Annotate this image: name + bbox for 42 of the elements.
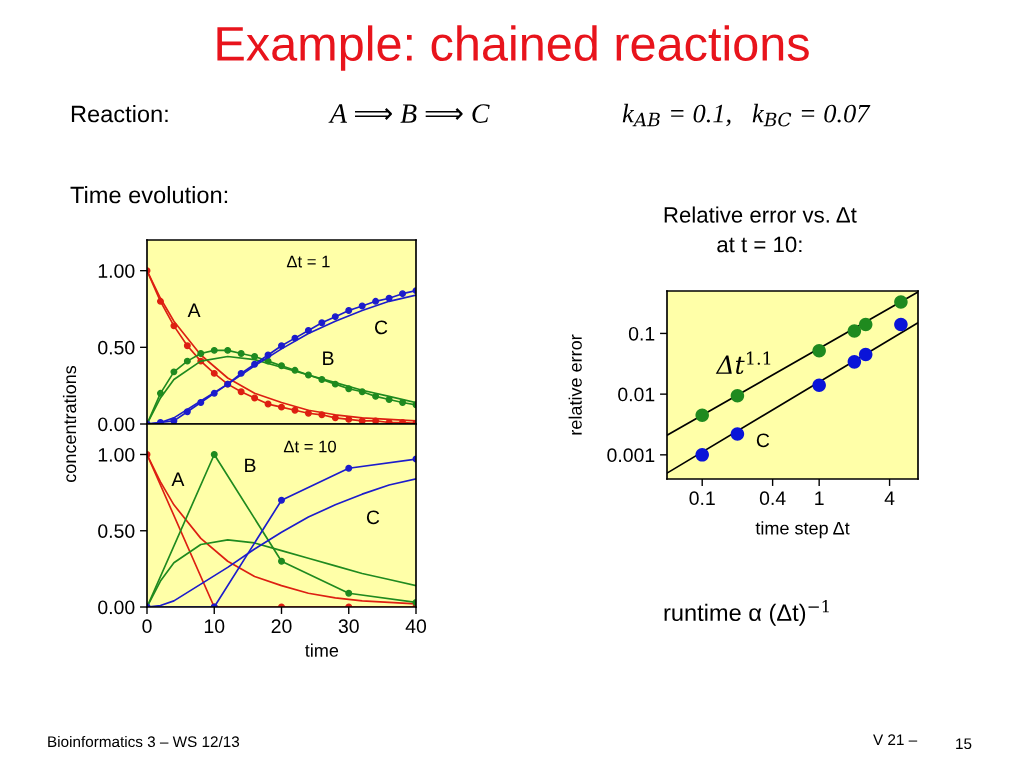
y-tick-label: 0.00 <box>98 417 135 432</box>
text: Δt = 10 <box>283 440 337 453</box>
y-tick-label: 0.01 <box>618 387 655 402</box>
x-tick-label: 1 <box>815 491 824 505</box>
x-tick-label: 0.4 <box>759 491 786 506</box>
x-axis-title: time step Δt <box>755 521 850 539</box>
x-tick-label: 40 <box>405 619 427 634</box>
y-tick-label: 0.50 <box>98 340 135 355</box>
text: Example: chained reactions <box>217 25 809 71</box>
annotation: A <box>171 472 185 486</box>
annotation: C <box>366 510 380 525</box>
y-axis-title: relative error <box>568 334 582 435</box>
chart-title: Relative error vs. Δt at t = 10: <box>664 206 857 253</box>
x-axis-title: time <box>305 643 339 657</box>
y-tick-label: 0.001 <box>607 448 655 463</box>
text: Bioinformatics 3 – WS 12/13 <box>48 735 240 748</box>
annotation: A <box>187 303 201 317</box>
y-tick-label: 1.00 <box>98 447 135 462</box>
text: V 21 – <box>873 734 918 745</box>
annotation: B <box>323 351 334 365</box>
x-tick-label: 30 <box>338 619 359 634</box>
y-axis-title: concentrations <box>62 365 77 482</box>
y-tick-label: 1.00 <box>98 264 135 278</box>
x-tick-label: 0 <box>142 619 152 634</box>
text: A ⟹ B ⟹ C <box>328 104 490 123</box>
text: k$_{AB}$ = 0.1, k$_{BC}$ = 0.07 <box>622 103 871 127</box>
annotation: B <box>245 458 256 473</box>
text: Reaction: <box>71 105 168 123</box>
text: Time evolution: <box>70 186 228 204</box>
y-tick-label: 0.00 <box>98 600 135 615</box>
text: 15 <box>956 738 972 750</box>
annotation: C <box>756 433 770 448</box>
annotation: Δt$^{1.1}$ <box>715 351 771 375</box>
x-tick-label: 4 <box>884 491 895 505</box>
x-tick-label: 20 <box>271 619 292 634</box>
y-tick-label: 0.1 <box>628 326 655 341</box>
text: Δt = 1 <box>286 255 330 268</box>
x-tick-label: 0.1 <box>689 491 715 506</box>
text: runtime α (Δt)$^{−1}$ <box>664 600 829 626</box>
x-tick-label: 10 <box>204 619 225 634</box>
y-tick-label: 0.50 <box>98 524 135 538</box>
annotation: C <box>375 320 388 335</box>
